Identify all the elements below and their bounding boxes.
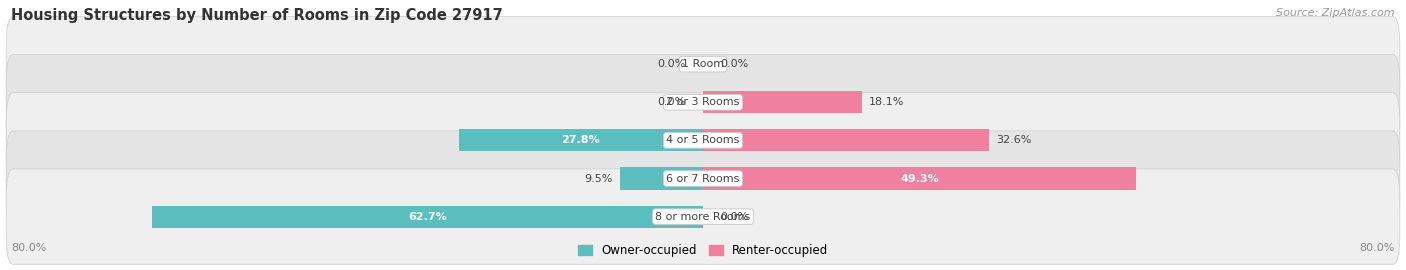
Text: 0.0%: 0.0% [657, 59, 686, 69]
FancyBboxPatch shape [6, 169, 1400, 264]
Text: 32.6%: 32.6% [997, 135, 1032, 146]
Text: 80.0%: 80.0% [1360, 243, 1395, 253]
Bar [703, 129, 990, 151]
Text: 1 Room: 1 Room [682, 59, 724, 69]
FancyBboxPatch shape [6, 55, 1400, 150]
Text: 0.0%: 0.0% [721, 212, 749, 222]
Text: 2 or 3 Rooms: 2 or 3 Rooms [666, 97, 740, 107]
Bar [152, 205, 703, 228]
Bar [703, 167, 1136, 190]
Bar [458, 129, 703, 151]
Text: Housing Structures by Number of Rooms in Zip Code 27917: Housing Structures by Number of Rooms in… [11, 8, 503, 23]
FancyBboxPatch shape [6, 131, 1400, 226]
Bar [620, 167, 703, 190]
Text: 62.7%: 62.7% [408, 212, 447, 222]
Text: 18.1%: 18.1% [869, 97, 904, 107]
FancyBboxPatch shape [6, 93, 1400, 188]
FancyBboxPatch shape [6, 16, 1400, 112]
Text: 8 or more Rooms: 8 or more Rooms [655, 212, 751, 222]
Text: 0.0%: 0.0% [657, 97, 686, 107]
Text: Source: ZipAtlas.com: Source: ZipAtlas.com [1277, 8, 1395, 18]
Text: 6 or 7 Rooms: 6 or 7 Rooms [666, 174, 740, 184]
Bar [703, 91, 862, 113]
Legend: Owner-occupied, Renter-occupied: Owner-occupied, Renter-occupied [572, 239, 834, 261]
Text: 27.8%: 27.8% [561, 135, 600, 146]
Text: 4 or 5 Rooms: 4 or 5 Rooms [666, 135, 740, 146]
Text: 49.3%: 49.3% [900, 174, 939, 184]
Text: 80.0%: 80.0% [11, 243, 46, 253]
Text: 0.0%: 0.0% [721, 59, 749, 69]
Text: 9.5%: 9.5% [583, 174, 613, 184]
